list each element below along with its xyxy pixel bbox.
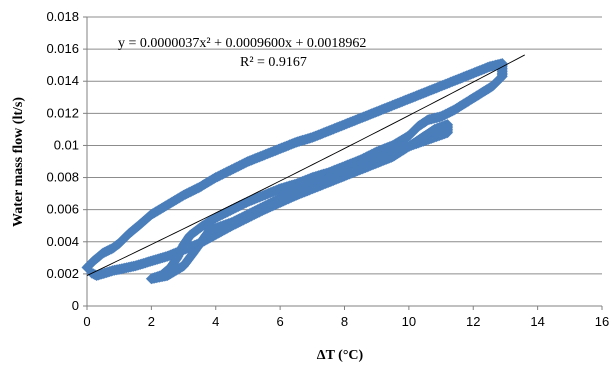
y-tick-label: 0.014: [46, 73, 79, 88]
y-tick-label: 0.004: [46, 234, 79, 249]
plot-area: [86, 17, 602, 307]
x-tick-label: 14: [530, 314, 544, 329]
trendline-r2: R² = 0.9167: [240, 55, 307, 70]
x-tick-label: 8: [341, 314, 348, 329]
y-tick-labels: 0 0.002 0.004 0.006 0.008 0.01 0.012 0.014 0.016…: [46, 9, 79, 313]
x-tick-label: 4: [212, 314, 219, 329]
y-tick-label: 0.018: [46, 9, 79, 24]
y-axis-title: Water mass flow (lt/s): [11, 97, 26, 227]
y-tick-label: 0.016: [46, 41, 79, 56]
y-tick-label: 0.008: [46, 170, 79, 185]
x-tick-label: 6: [277, 314, 284, 329]
x-axis-title: ΔT (°C): [317, 348, 364, 363]
x-tick-labels: 0 2 4 6 8 10 12 14 16: [83, 314, 609, 329]
y-tick-label: 0: [72, 298, 79, 313]
y-tick-label: 0.002: [46, 266, 79, 281]
trendline: [86, 54, 525, 276]
gridlines: [83, 16, 603, 310]
x-tick-label: 16: [595, 314, 609, 329]
x-tick-label: 12: [466, 314, 480, 329]
y-tick-label: 0.006: [46, 202, 79, 217]
x-tick-label: 2: [148, 314, 155, 329]
x-tick-label: 10: [402, 314, 416, 329]
x-tick-label: 0: [83, 314, 90, 329]
y-tick-label: 0.01: [54, 137, 79, 152]
y-tick-label: 0.012: [46, 105, 79, 120]
data-series: [81, 58, 508, 285]
trendline-equation: y = 0.0000037x² + 0.0009600x + 0.0018962: [118, 36, 366, 51]
